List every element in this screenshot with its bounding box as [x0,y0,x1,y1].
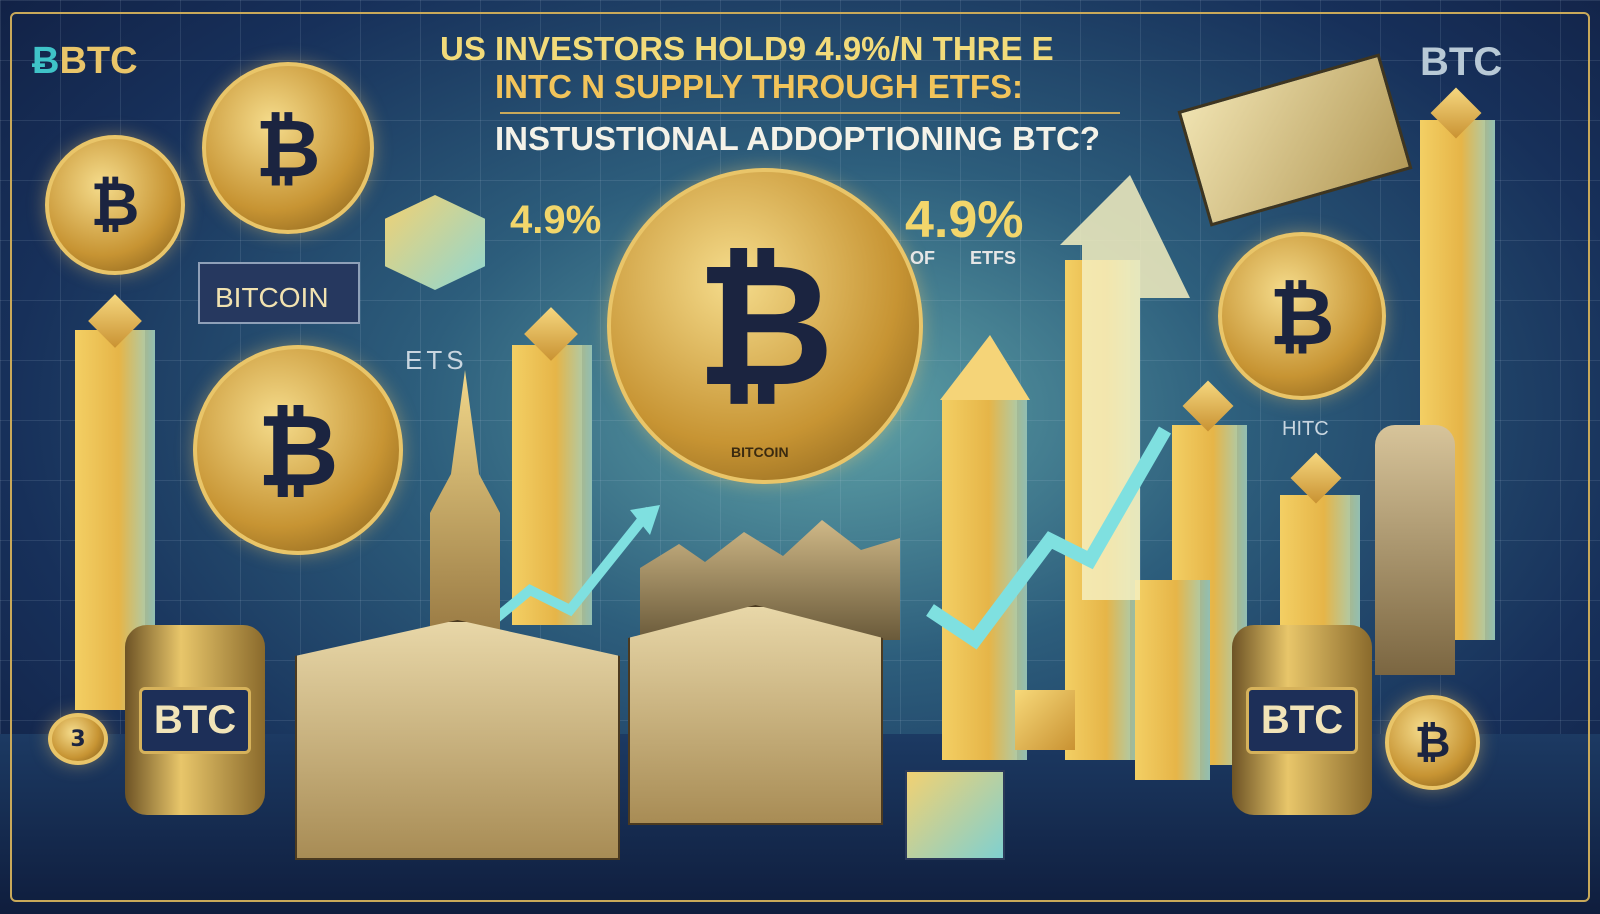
small-coin: 3 [48,713,108,765]
barrel-label: BTC [1245,686,1359,754]
bitcoin-sign-text: BITCOIN [215,282,329,313]
bar-chart-bar [1135,580,1210,780]
trend-arrow-icon [466,506,654,644]
stat-left: 4.9% [510,198,602,242]
barrel-label: BTC [138,686,252,754]
cube-icon [1015,690,1075,750]
bitcoin-coin-icon: ₿ [45,135,185,275]
stat-right: 4.9% [905,191,1024,249]
btc-barrel-left: BTC [125,625,265,815]
title-line-1: US INVESTORS HOLD9 4.9%/N THRE E [440,30,1054,67]
ets-label: ETS [405,345,468,375]
up-arrow-icon [1060,175,1190,600]
btc-logo-text: BTC [59,40,138,82]
btc-logo-left: ɃBTC [32,40,138,83]
bank-building-icon [628,605,883,825]
btc-logo-right: BTC [1420,40,1503,84]
arrow-head-icon [940,335,1030,400]
bitcoin-coin-icon: ₿ [1385,695,1480,790]
title-line-3: INSTUSTIONAL ADDOPTIONING BTC? [495,120,1100,157]
bar-chart-bar [512,345,592,625]
bitcoin-coin-icon: ₿ [202,62,374,234]
bitcoin-coin-icon: ₿ [1218,232,1386,400]
frame-border [10,12,1590,902]
bitcoin-coin-main: ₿ BITCOIN [607,168,923,484]
hitc-label: HITC [1282,418,1329,440]
coin-inscription: BITCOIN [731,444,789,460]
bar-chart-bar [1280,495,1360,645]
cube-icon [905,770,1005,860]
bitcoin-sign [198,262,360,324]
title-line-2: INTC N SUPPLY THROUGH ETFS: [495,68,1024,105]
stat-right-caption: OF ETFS [910,248,1016,268]
tower-icon [1375,425,1455,675]
title-divider [500,112,1120,114]
bitcoin-logo-icon: Ƀ [32,40,60,82]
bitcoin-coin-icon: ₿ [193,345,403,555]
trend-arrow-icon [926,426,1172,650]
btc-barrel-right: BTC [1232,625,1372,815]
bank-building-icon [295,620,620,860]
